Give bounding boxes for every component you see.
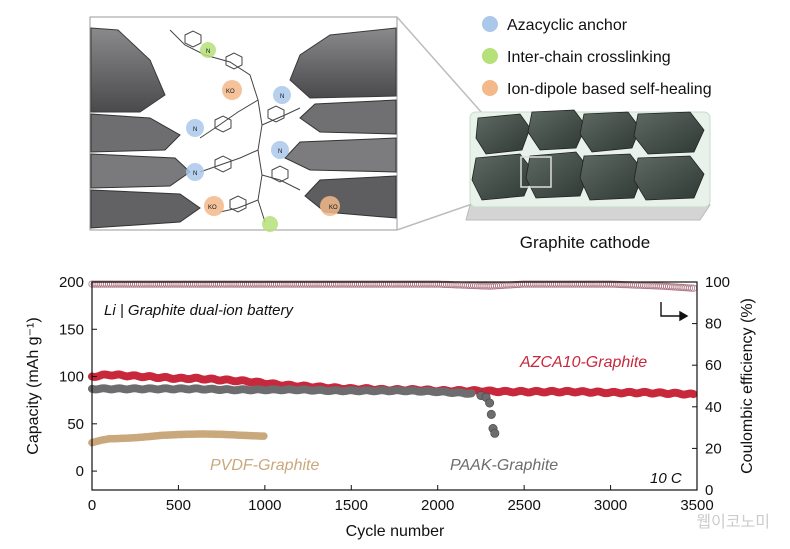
x-tick-label: 1000 xyxy=(248,497,281,514)
zoom-box xyxy=(520,156,552,188)
chem-label-n: N xyxy=(206,49,210,55)
legend-label-crosslink: Inter-chain crosslinking xyxy=(507,49,671,66)
crosslink-markers xyxy=(200,42,278,232)
polymer-chain xyxy=(169,29,301,223)
chem-label-n: N xyxy=(193,127,197,133)
ce-point xyxy=(687,284,696,292)
paak-point xyxy=(485,398,495,408)
watermark: 웹이코노미 xyxy=(696,513,770,531)
azca-point xyxy=(689,390,698,399)
azca-series-label: AZCA10-Graphite xyxy=(519,354,647,371)
chem-label-ko: KO xyxy=(208,205,217,211)
chem-label-ko: KO xyxy=(329,205,338,211)
pvdf-series-label: PVDF-Graphite xyxy=(210,457,319,474)
paak-point xyxy=(486,409,496,419)
y2-tick-label: 40 xyxy=(705,399,722,416)
y-tick-label: 0 xyxy=(76,463,84,480)
legend-marker-crosslink xyxy=(482,48,498,64)
y-axis-label: Capacity (mAh g⁻¹) xyxy=(25,317,42,454)
left-graphite-stack xyxy=(90,27,201,229)
x-tick-label: 2000 xyxy=(421,497,454,514)
rate-label: 10 C xyxy=(650,470,682,487)
x-tick-label: 500 xyxy=(166,497,191,514)
ion-dipole-markers xyxy=(204,80,340,216)
pvdf-series xyxy=(88,430,268,447)
y2-tick-label: 0 xyxy=(705,482,713,499)
y2-axis-label: Coulombic efficiency (%) xyxy=(739,298,756,474)
chem-label-ko: KO xyxy=(226,89,235,95)
y-tick-label: 200 xyxy=(59,274,84,291)
y-tick-label: 100 xyxy=(59,369,84,386)
legend-marker-iondipole xyxy=(482,80,498,96)
x-tick-label: 3000 xyxy=(594,497,627,514)
capacity-chart: 0 500 1000 1500 2000 2500 3000 3500 05010015020… xyxy=(25,274,756,540)
x-tick-label: 1500 xyxy=(335,497,368,514)
x-tick-label: 2500 xyxy=(507,497,540,514)
y2-tick-label: 20 xyxy=(705,440,722,457)
chem-labels: KO KO KO N N N N N xyxy=(193,49,338,211)
x-axis: 0 500 1000 1500 2000 2500 3000 3500 xyxy=(88,485,714,514)
x-axis-label: Cycle number xyxy=(346,523,445,540)
chart-title: Li | Graphite dual-ion battery xyxy=(104,302,295,319)
azacyclic-anchor-markers xyxy=(186,86,291,181)
y-tick-label: 150 xyxy=(59,321,84,338)
chem-label-n: N xyxy=(278,149,282,155)
y-tick-label: 50 xyxy=(67,416,84,433)
y2-tick-label: 80 xyxy=(705,316,722,333)
y-axis-left: 0 50 100 150 200 xyxy=(59,274,97,480)
right-graphite-stack xyxy=(284,27,397,219)
molecular-schematic: KO KO KO N N N N N xyxy=(89,16,398,232)
paak-point xyxy=(490,428,500,438)
chem-label-n: N xyxy=(280,94,284,100)
y2-tick-label: 100 xyxy=(705,274,730,291)
mechanism-legend: Azacyclic anchor Inter-chain crosslinkin… xyxy=(482,16,712,98)
chem-label-n: N xyxy=(193,171,197,177)
paak-series xyxy=(87,384,500,438)
x-tick-label: 0 xyxy=(88,497,96,514)
ce-series xyxy=(88,280,698,292)
graphite-cathode-illustration: Graphite cathode xyxy=(465,109,711,252)
paak-series-label: PAAK-Graphite xyxy=(450,457,558,474)
plot-frame xyxy=(91,281,698,491)
graphite-particles xyxy=(471,109,705,201)
legend-label-iondipole: Ion-dipole based self-healing xyxy=(507,81,712,98)
right-axis-arrow xyxy=(660,302,689,322)
paak-point xyxy=(467,389,476,398)
pvdf-point xyxy=(259,432,268,440)
y2-tick-label: 60 xyxy=(705,357,722,374)
x-tick-label: 3500 xyxy=(680,497,713,514)
legend-label-azacyclic: Azacyclic anchor xyxy=(507,17,628,34)
y-axis-right: 0 20 40 60 80 100 xyxy=(692,274,730,499)
cathode-label: Graphite cathode xyxy=(520,233,650,252)
legend-marker-azacyclic xyxy=(482,16,498,32)
ce-point xyxy=(685,284,694,292)
